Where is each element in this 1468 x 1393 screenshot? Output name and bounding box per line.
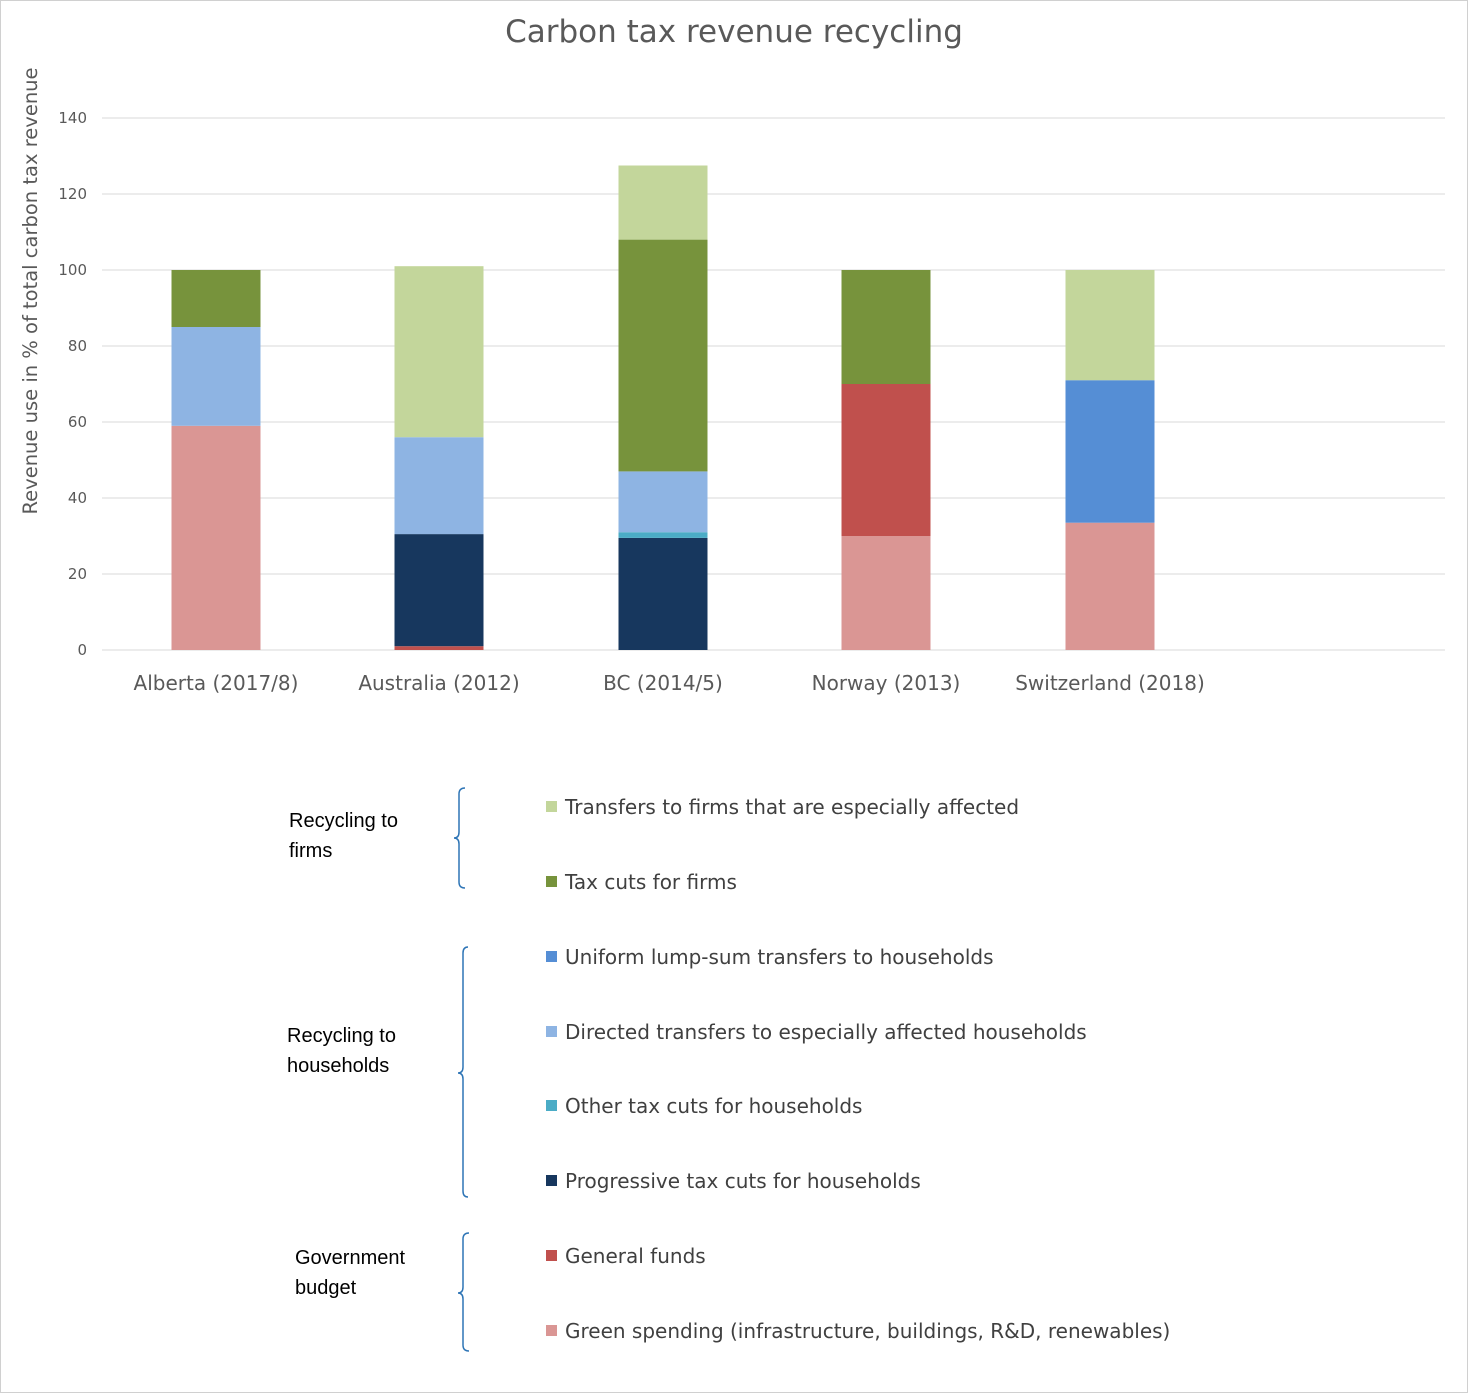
y-tick-label: 60 (68, 413, 87, 431)
bar-segment (1065, 522, 1155, 650)
x-category-label: Switzerland (2018) (1015, 671, 1205, 695)
legend-label: Directed transfers to especially affecte… (565, 1020, 1087, 1044)
bar-segment (171, 270, 261, 327)
bar-segment (1065, 270, 1155, 381)
legend-swatch (546, 1026, 557, 1037)
bar-segment (618, 165, 708, 240)
legend-group-firms: Recycling to firms (289, 810, 398, 862)
x-category-label: Alberta (2017/8) (134, 671, 299, 695)
bar-segment (618, 532, 708, 538)
legend-label: Uniform lump-sum transfers to households (565, 945, 994, 969)
gridlines (102, 117, 1445, 651)
legend-label: General funds (565, 1244, 706, 1268)
bar-segment (394, 437, 484, 535)
bar-segment (618, 239, 708, 472)
legend-label: Other tax cuts for households (565, 1094, 863, 1118)
legend-swatch (546, 1175, 557, 1186)
legend-label: Progressive tax cuts for households (565, 1169, 921, 1193)
y-tick-label: 100 (58, 261, 87, 279)
bar-segment (841, 270, 931, 384)
legend-swatch (546, 1100, 557, 1111)
bar-segment (394, 266, 484, 438)
bar-segment (394, 534, 484, 647)
y-tick-labels: 0 20 40 60 80 100 120 140 (58, 109, 87, 659)
y-tick-label: 40 (68, 489, 87, 507)
x-category-label: Australia (2012) (358, 671, 519, 695)
bar-segment (1065, 380, 1155, 523)
bar-segment (394, 646, 484, 650)
chart-title: Carbon tax revenue recycling (505, 14, 963, 50)
legend-swatch (546, 1325, 557, 1336)
y-tick-label: 20 (68, 565, 87, 583)
legend-swatch (546, 801, 557, 812)
y-tick-label: 80 (68, 337, 87, 355)
bars (171, 165, 1155, 650)
bar-chart: 0 20 40 60 80 100 120 140 Alberta (2017/8) Austr… (19, 67, 1445, 695)
bar-segment (171, 425, 261, 650)
bar-segment (171, 327, 261, 426)
y-axis-title: Revenue use in % of total carbon tax rev… (19, 67, 42, 514)
legend-swatch (546, 1250, 557, 1261)
bar-segment (618, 537, 708, 650)
bar-segment (841, 384, 931, 536)
bar-segment (841, 536, 931, 650)
legend-label: Tax cuts for firms (565, 870, 737, 894)
legend-group-government: Government budget (295, 1247, 406, 1299)
x-category-label: Norway (2013) (812, 671, 961, 695)
y-tick-label: 140 (58, 109, 87, 127)
legend-swatch (546, 951, 557, 962)
y-tick-label: 0 (77, 641, 87, 659)
bar-segment (618, 471, 708, 533)
x-category-label: BC (2014/5) (603, 671, 723, 695)
legend-label: Green spending (infrastructure, building… (565, 1319, 1171, 1343)
legend-group-households: Recycling to households (287, 1025, 396, 1077)
x-category-labels: Alberta (2017/8) Australia (2012) BC (2014… (134, 671, 1205, 695)
legend-label: Transfers to firms that are especially a… (565, 795, 1020, 819)
legend-swatch (546, 876, 557, 887)
y-tick-label: 120 (58, 185, 87, 203)
